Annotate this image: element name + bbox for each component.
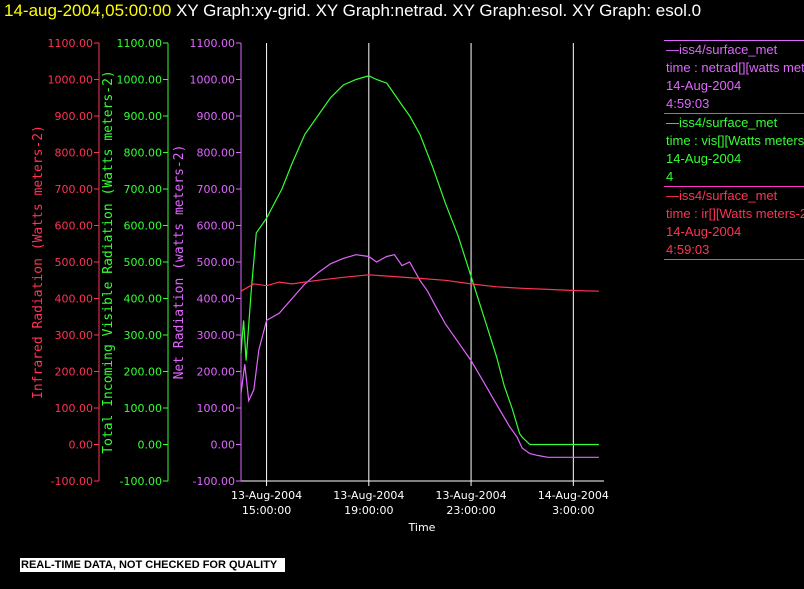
- y-tick-label: 500.00: [124, 256, 163, 269]
- y-tick-label: 1000.00: [48, 74, 94, 87]
- y-tick-label: 0.00: [138, 439, 163, 452]
- y-tick-label: 0.00: [69, 439, 94, 452]
- y-tick-label: 500.00: [55, 256, 94, 269]
- y-tick-label: 400.00: [197, 293, 236, 306]
- x-tick-label-date: 13-Aug-2004: [333, 489, 404, 502]
- y-tick-label: 200.00: [124, 366, 163, 379]
- y-tick-label: 800.00: [197, 147, 236, 160]
- series-line-vis: [240, 75, 599, 446]
- y-tick-label: 1000.00: [190, 74, 236, 87]
- title-text: XY Graph:xy-grid. XY Graph:netrad. XY Gr…: [176, 1, 702, 20]
- y-axis-title-2: Net Radiation (watts meters-2): [172, 145, 187, 380]
- y-tick-label: 700.00: [124, 183, 163, 196]
- y-tick-label: 800.00: [55, 147, 94, 160]
- legend-time: 4:59:03: [666, 96, 710, 111]
- y-tick-label: 0.00: [211, 439, 236, 452]
- y-tick-label: 500.00: [197, 256, 236, 269]
- y-axis-title-0: Infrared Radiation (Watts meters-2): [31, 125, 46, 399]
- x-tick-label-time: 19:00:00: [344, 504, 393, 517]
- y-tick-label: 600.00: [55, 220, 94, 233]
- y-tick-label: 400.00: [55, 293, 94, 306]
- x-tick-label-date: 14-Aug-2004: [538, 489, 609, 502]
- y-tick-label: 1000.00: [117, 74, 163, 87]
- quality-note: REAL-TIME DATA, NOT CHECKED FOR QUALITY: [20, 558, 286, 572]
- legend-time: 4: [666, 169, 674, 184]
- series-line-netrad: [240, 254, 599, 458]
- chart-title: 14-aug-2004,05:00:00 XY Graph:xy-grid. X…: [4, 0, 784, 22]
- y-tick-label: 200.00: [55, 366, 94, 379]
- y-tick-label: 800.00: [124, 147, 163, 160]
- legend-date: 14-Aug-2004: [666, 224, 742, 239]
- y-tick-label: 300.00: [55, 329, 94, 342]
- title-date: 14-aug-2004,05:00:00: [4, 1, 172, 20]
- y-tick-label: 100.00: [124, 402, 163, 415]
- legend-source: —iss4/surface_met: [666, 115, 778, 130]
- y-tick-label: 300.00: [124, 329, 163, 342]
- x-tick-label-date: 13-Aug-2004: [435, 489, 506, 502]
- legend-date: 14-Aug-2004: [666, 151, 742, 166]
- x-tick-label-date: 13-Aug-2004: [231, 489, 302, 502]
- y-tick-label: 900.00: [197, 110, 236, 123]
- y-tick-label: 1100.00: [117, 37, 163, 50]
- y-tick-label: 300.00: [197, 329, 236, 342]
- y-tick-label: 1100.00: [48, 37, 94, 50]
- x-axis-label: Time: [408, 521, 436, 534]
- y-tick-label: 600.00: [124, 220, 163, 233]
- y-tick-label: -100.00: [120, 475, 162, 488]
- y-tick-label: 100.00: [197, 402, 236, 415]
- y-tick-label: 900.00: [124, 110, 163, 123]
- y-tick-label: 700.00: [55, 183, 94, 196]
- legend-date: 14-Aug-2004: [666, 78, 742, 93]
- x-tick-label-time: 15:00:00: [242, 504, 291, 517]
- series-line-ir: [240, 274, 599, 292]
- legend-time: 4:59:03: [666, 242, 710, 257]
- x-tick-label-time: 3:00:00: [552, 504, 594, 517]
- y-tick-label: -100.00: [193, 475, 235, 488]
- legend-desc: time : vis[][Watts meters-2]: [666, 133, 804, 148]
- y-tick-label: 400.00: [124, 293, 163, 306]
- legend-desc: time : ir[][Watts meters-2]: [666, 206, 804, 221]
- y-tick-label: -100.00: [51, 475, 93, 488]
- legend-desc: time : netrad[][watts meters-2]: [666, 60, 804, 75]
- y-axis-title-1: Total Incoming Visible Radiation (Watts …: [101, 70, 116, 454]
- y-tick-label: 900.00: [55, 110, 94, 123]
- y-tick-label: 700.00: [197, 183, 236, 196]
- y-tick-label: 100.00: [55, 402, 94, 415]
- legend-source: —iss4/surface_met: [666, 188, 778, 203]
- y-tick-label: 1100.00: [190, 37, 236, 50]
- y-tick-label: 200.00: [197, 366, 236, 379]
- x-tick-label-time: 23:00:00: [446, 504, 495, 517]
- legend-source: —iss4/surface_met: [666, 42, 778, 57]
- y-tick-label: 600.00: [197, 220, 236, 233]
